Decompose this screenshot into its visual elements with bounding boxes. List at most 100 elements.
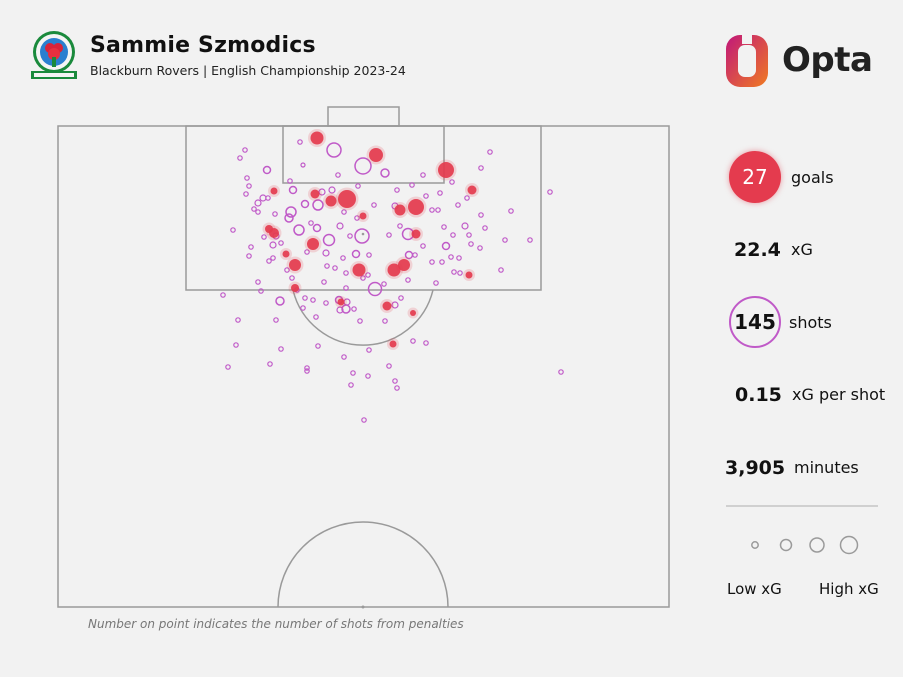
xg-per-shot-label: xG per shot bbox=[792, 385, 886, 404]
shots-badge: 145 bbox=[729, 296, 781, 348]
shot-point bbox=[246, 183, 252, 189]
opta-wordmark: Opta bbox=[782, 40, 873, 80]
shot-point bbox=[269, 241, 277, 249]
stats-divider bbox=[726, 505, 878, 507]
goal-point bbox=[394, 204, 406, 216]
shot-point bbox=[365, 373, 371, 379]
shot-point bbox=[304, 365, 310, 371]
legend-circle-s bbox=[779, 538, 793, 552]
shot-point bbox=[386, 232, 392, 238]
shot-point bbox=[235, 317, 241, 323]
shot-point bbox=[457, 270, 463, 276]
shot-point bbox=[230, 227, 236, 233]
shot-point bbox=[456, 255, 462, 261]
goal-point bbox=[310, 189, 320, 199]
minutes-label: minutes bbox=[794, 458, 859, 477]
shot-point bbox=[502, 237, 508, 243]
goals-layer bbox=[262, 129, 479, 350]
goal-point bbox=[270, 187, 278, 195]
shot-point bbox=[429, 259, 435, 265]
penalty-footnote: Number on point indicates the number of … bbox=[88, 617, 464, 631]
shot-point bbox=[482, 225, 488, 231]
shot-point bbox=[478, 212, 484, 218]
shot-point bbox=[405, 277, 411, 283]
shot-point bbox=[326, 142, 342, 158]
goal-point bbox=[352, 263, 366, 277]
shot-point bbox=[394, 385, 400, 391]
shot-point bbox=[300, 162, 306, 168]
shot-point bbox=[312, 223, 322, 233]
shot-point bbox=[302, 295, 308, 301]
shot-point bbox=[308, 220, 314, 226]
shot-point bbox=[312, 199, 324, 211]
shot-point bbox=[336, 306, 344, 314]
shot-point bbox=[220, 292, 226, 298]
shot-point bbox=[366, 252, 372, 258]
shot-point bbox=[262, 165, 272, 175]
shot-point bbox=[225, 364, 231, 370]
goal-point bbox=[411, 229, 421, 239]
shot-point bbox=[244, 175, 250, 181]
shot-point bbox=[527, 237, 533, 243]
shot-point bbox=[255, 279, 261, 285]
goal-point bbox=[387, 263, 401, 277]
shot-point bbox=[300, 199, 310, 209]
shot-point bbox=[254, 199, 262, 207]
shot-point bbox=[420, 172, 426, 178]
goal-point bbox=[289, 259, 301, 271]
shot-point bbox=[343, 270, 349, 276]
shot-point bbox=[423, 340, 429, 346]
shot-point bbox=[242, 147, 248, 153]
shot-point bbox=[354, 228, 370, 244]
shot-point bbox=[455, 202, 461, 208]
shot-point bbox=[332, 265, 338, 271]
goal-point bbox=[408, 199, 424, 215]
shot-point bbox=[246, 253, 252, 259]
shot-point bbox=[289, 275, 295, 281]
shot-point bbox=[355, 183, 361, 189]
shot-point bbox=[297, 139, 303, 145]
club-crest-icon bbox=[31, 31, 77, 79]
shot-point bbox=[392, 378, 398, 384]
shot-point bbox=[284, 267, 290, 273]
xg-per-shot-value: 0.15 bbox=[735, 384, 782, 406]
shot-point bbox=[466, 232, 472, 238]
goal-point bbox=[369, 148, 383, 162]
shot-point bbox=[313, 314, 319, 320]
shot-point bbox=[273, 317, 279, 323]
shot-point bbox=[275, 296, 285, 306]
shot-point bbox=[310, 297, 316, 303]
goal-point bbox=[310, 131, 324, 145]
shot-point bbox=[380, 168, 390, 178]
shot-point bbox=[365, 272, 371, 278]
shot-point bbox=[547, 189, 553, 195]
shot-point bbox=[304, 368, 310, 374]
penalty-spot bbox=[361, 232, 365, 236]
shot-point bbox=[498, 267, 504, 273]
goal-point bbox=[398, 259, 410, 271]
shot-point bbox=[261, 234, 267, 240]
shot-point bbox=[270, 255, 276, 261]
shot-point bbox=[461, 222, 469, 230]
shot-point bbox=[258, 288, 264, 294]
shot-point bbox=[412, 252, 418, 258]
shot-point bbox=[328, 186, 336, 194]
shot-point bbox=[367, 281, 383, 297]
shot-point bbox=[391, 301, 399, 309]
legend-circle-xs bbox=[751, 541, 759, 549]
shot-point bbox=[243, 191, 249, 197]
shot-point bbox=[397, 223, 403, 229]
xg-size-legend bbox=[751, 535, 859, 555]
legend-high-label: High xG bbox=[819, 580, 879, 598]
shot-point bbox=[267, 361, 273, 367]
shot-point bbox=[288, 185, 298, 195]
shot-point bbox=[371, 202, 377, 208]
shot-point bbox=[441, 241, 451, 251]
shot-point bbox=[439, 259, 445, 265]
shot-point bbox=[464, 195, 470, 201]
shot-point bbox=[398, 295, 404, 301]
goal-point bbox=[438, 162, 454, 178]
shot-point bbox=[366, 347, 372, 353]
shot-point bbox=[321, 279, 327, 285]
shot-point bbox=[323, 300, 329, 306]
